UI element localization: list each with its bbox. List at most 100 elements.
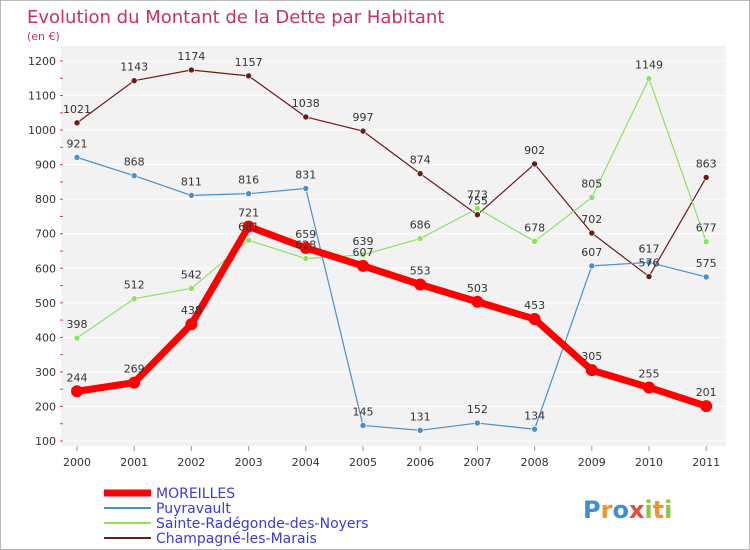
- data-label: 1157: [235, 56, 263, 69]
- x-tick-label: 2010: [635, 456, 663, 469]
- y-tick-label: 1100: [28, 90, 56, 103]
- data-label: 811: [181, 175, 202, 188]
- data-label: 617: [639, 242, 660, 255]
- data-label: 997: [353, 111, 374, 124]
- data-label: 134: [524, 409, 545, 422]
- series-line-2: [76, 78, 707, 339]
- y-tick-label: 200: [35, 400, 56, 413]
- data-point: [531, 425, 538, 433]
- data-label: 863: [696, 157, 717, 170]
- data-point: [130, 295, 138, 302]
- data-point: [185, 318, 198, 331]
- data-point: [474, 419, 481, 427]
- data-label: 269: [124, 363, 145, 376]
- data-label: 201: [696, 386, 717, 399]
- data-point: [645, 259, 653, 266]
- data-point: [643, 381, 655, 394]
- data-label: 1149: [635, 59, 663, 72]
- logo-letter: r: [601, 496, 613, 524]
- data-point: [702, 273, 710, 281]
- data-label: 398: [67, 318, 88, 331]
- data-point: [245, 236, 252, 244]
- data-point: [302, 113, 310, 121]
- series-group: [71, 66, 713, 434]
- data-point: [130, 172, 138, 179]
- x-tick-label: 2007: [463, 456, 491, 469]
- data-point: [416, 235, 424, 242]
- data-point: [585, 364, 598, 377]
- legend-label: MOREILLES: [156, 486, 235, 502]
- x-tick-label: 2005: [349, 456, 377, 469]
- data-label: 542: [181, 268, 202, 281]
- data-label: 607: [581, 246, 602, 259]
- logo-letter: P: [583, 496, 601, 524]
- data-label: 868: [124, 156, 145, 169]
- x-tick-label: 2009: [578, 456, 606, 469]
- logo-letter: i: [664, 496, 672, 524]
- data-label: 152: [467, 403, 488, 416]
- logo-letter: o: [612, 496, 629, 524]
- logo-letter: t: [653, 496, 664, 524]
- data-point: [531, 160, 538, 168]
- x-tick-label: 2003: [235, 456, 263, 469]
- data-label: 575: [696, 257, 717, 270]
- data-point: [188, 66, 195, 74]
- data-point: [471, 295, 484, 308]
- data-point: [416, 170, 424, 177]
- data-label: 816: [238, 174, 259, 187]
- data-point: [414, 278, 427, 291]
- data-label: 1038: [292, 97, 320, 110]
- data-point: [302, 185, 310, 192]
- logo-text: Proxiti: [583, 496, 672, 524]
- data-point: [245, 72, 252, 80]
- y-tick-label: 700: [35, 228, 56, 241]
- data-label: 145: [353, 405, 374, 418]
- data-point: [73, 154, 81, 161]
- data-label: 244: [67, 371, 88, 384]
- data-point: [73, 334, 81, 342]
- data-point: [700, 400, 713, 413]
- series-line-1: [76, 156, 707, 431]
- data-point: [357, 259, 369, 272]
- data-point: [71, 385, 83, 398]
- data-label: 503: [467, 282, 488, 295]
- x-tick-label: 2001: [120, 456, 148, 469]
- series-line-3: [76, 69, 707, 278]
- data-label: 755: [467, 195, 488, 208]
- data-point: [531, 238, 538, 245]
- grid-lines: [61, 60, 726, 442]
- data-label: 1174: [177, 50, 205, 63]
- data-point: [474, 205, 481, 212]
- x-tick-label: 2006: [406, 456, 434, 469]
- data-point: [588, 229, 596, 237]
- x-tick-label: 2004: [292, 456, 320, 469]
- data-label: 721: [238, 206, 259, 219]
- data-label: 255: [639, 367, 660, 380]
- data-label: 773: [467, 189, 488, 202]
- data-label: 702: [581, 213, 602, 226]
- data-label: 874: [410, 154, 431, 167]
- data-label: 831: [295, 168, 316, 181]
- data-point: [702, 238, 710, 245]
- data-point: [702, 174, 710, 181]
- y-tick-label: 400: [35, 331, 56, 344]
- data-point: [416, 426, 424, 434]
- data-label: 639: [353, 235, 374, 248]
- data-label: 1143: [120, 61, 148, 74]
- data-point: [588, 262, 596, 270]
- chart-title: Evolution du Montant de la Dette par Hab…: [27, 7, 444, 28]
- y-tick-label: 1200: [28, 55, 56, 68]
- data-label: 512: [124, 279, 145, 292]
- data-point: [474, 211, 481, 219]
- proxiti-logo: Proxiti: [583, 496, 672, 524]
- data-label: 921: [67, 137, 88, 150]
- y-tick-label: 1000: [28, 124, 56, 137]
- y-tick-label: 300: [35, 366, 56, 379]
- legend-label: Puyravault: [156, 501, 231, 517]
- data-label: 453: [524, 299, 545, 312]
- data-point: [302, 255, 310, 262]
- data-point: [528, 313, 541, 326]
- legend: MOREILLESPuyravaultSainte-Radégonde-des-…: [104, 486, 369, 547]
- data-point: [188, 192, 195, 199]
